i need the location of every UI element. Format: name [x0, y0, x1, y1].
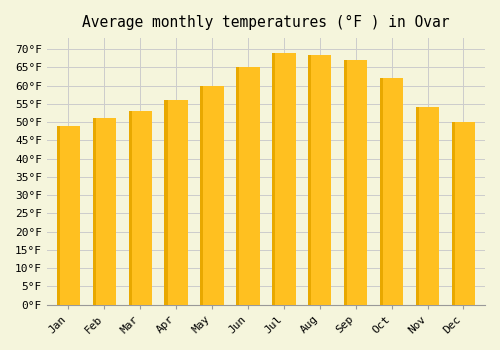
Bar	[416, 107, 419, 304]
Title: Average monthly temperatures (°F ) in Ovar: Average monthly temperatures (°F ) in Ov…	[82, 15, 450, 30]
Bar	[272, 53, 275, 304]
Bar	[236, 67, 260, 304]
Bar	[92, 118, 116, 304]
Bar	[272, 53, 295, 304]
Bar	[380, 78, 383, 304]
Bar	[92, 118, 96, 304]
Bar	[164, 100, 188, 304]
Bar	[308, 55, 332, 304]
Bar	[56, 126, 80, 304]
Bar	[344, 60, 368, 304]
Bar	[200, 86, 224, 304]
Bar	[56, 126, 60, 304]
Bar	[164, 100, 168, 304]
Bar	[380, 78, 404, 304]
Bar	[416, 107, 439, 304]
Bar	[344, 60, 347, 304]
Bar	[236, 67, 240, 304]
Bar	[128, 111, 152, 304]
Bar	[308, 55, 311, 304]
Bar	[452, 122, 475, 304]
Bar	[200, 86, 203, 304]
Bar	[128, 111, 132, 304]
Bar	[452, 122, 455, 304]
